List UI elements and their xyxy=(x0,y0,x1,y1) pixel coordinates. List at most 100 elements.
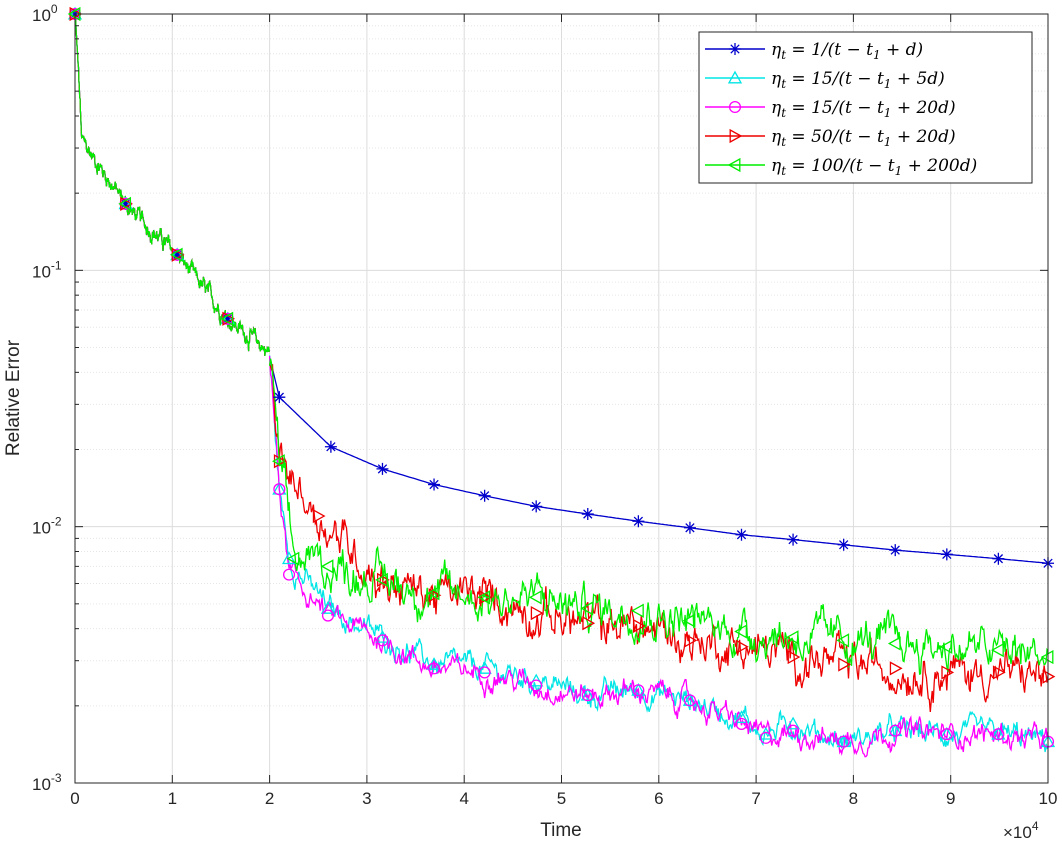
y-tick-label: 100 xyxy=(32,2,58,25)
triangle-right-marker xyxy=(312,508,326,524)
triangle-left-marker xyxy=(169,247,183,262)
triangle-left-marker xyxy=(836,633,850,648)
triangle-left-marker xyxy=(320,559,334,574)
star-marker xyxy=(729,43,741,55)
legend: ηt = 1/(t − t1 + d) ηt = 15/(t − t1 + 5d)… xyxy=(698,31,1033,184)
series-line-3 xyxy=(268,355,1049,758)
triangle-left-marker xyxy=(785,630,799,645)
series-line-2 xyxy=(268,355,1049,753)
star-marker xyxy=(837,538,850,551)
circle-marker xyxy=(735,717,748,730)
x-tick-label: 9 xyxy=(946,789,955,808)
triangle-left-marker xyxy=(477,590,491,605)
triangle-left-marker xyxy=(631,603,644,618)
circle-marker xyxy=(530,679,543,692)
triangle-right-marker xyxy=(729,128,743,144)
circle-marker xyxy=(321,609,335,622)
star-marker xyxy=(376,462,389,475)
triangle-left-marker xyxy=(939,639,953,654)
triangle-left-marker xyxy=(286,551,300,566)
circle-marker xyxy=(273,483,286,496)
axis-ticks: 0 1 2 3 4 5 6 7 8 9 10 100 10-1 10-2 10-3 xyxy=(32,2,1057,808)
x-exponent-base: ×10 xyxy=(1003,823,1032,842)
x-tick-label: 10 xyxy=(1039,789,1058,808)
triangle-left-marker xyxy=(991,642,1004,658)
legend-entry: ηt = 1/(t − t1 + d) xyxy=(771,40,923,62)
legend-entry: ηt = 15/(t − t1 + 20d) xyxy=(771,98,956,120)
triangle-left-marker xyxy=(271,454,285,469)
triangle-left-marker xyxy=(682,613,696,628)
triangle-left-marker xyxy=(1040,649,1054,665)
star-marker xyxy=(428,478,441,491)
series-line-5 xyxy=(268,358,1049,675)
circle-marker xyxy=(992,728,1005,741)
data-markers xyxy=(67,6,1056,748)
circle-marker xyxy=(376,634,389,647)
x-exponent-label: ×104 xyxy=(1003,819,1039,842)
x-tick-label: 8 xyxy=(849,789,858,808)
x-tick-label: 5 xyxy=(557,789,566,808)
triangle-left-marker xyxy=(220,311,234,326)
triangle-left-marker xyxy=(734,624,747,639)
data-series xyxy=(74,13,1049,758)
triangle-right-marker xyxy=(582,616,596,631)
circle-marker xyxy=(940,728,953,741)
triangle-up-marker xyxy=(281,551,297,565)
triangle-right-marker xyxy=(530,606,544,621)
triangle-up-marker xyxy=(320,601,336,614)
triangle-right-marker xyxy=(838,657,852,672)
circle-marker xyxy=(683,694,696,707)
x-exponent-power: 4 xyxy=(1032,819,1039,833)
x-tick-label: 4 xyxy=(459,789,468,808)
star-marker xyxy=(992,552,1005,565)
legend-entry: ηt = 100/(t − t1 + 200d) xyxy=(771,156,977,178)
star-marker xyxy=(632,515,645,528)
circle-marker xyxy=(728,100,742,114)
star-marker xyxy=(171,248,184,261)
y-tick-label: 10-1 xyxy=(32,258,62,281)
circle-marker xyxy=(581,689,594,702)
x-axis-label: Time xyxy=(540,820,582,841)
legend-entry: ηt = 15/(t − t1 + 5d) xyxy=(771,69,945,91)
x-tick-label: 3 xyxy=(362,789,371,808)
circle-marker xyxy=(283,568,296,581)
triangle-left-marker xyxy=(528,590,542,605)
star-marker xyxy=(273,391,286,404)
triangle-right-marker xyxy=(736,639,749,654)
x-tick-label: 7 xyxy=(751,789,760,808)
star-marker xyxy=(683,521,696,534)
triangle-right-marker xyxy=(992,665,1006,680)
x-tick-label: 6 xyxy=(654,789,663,808)
triangle-left-marker xyxy=(727,157,741,173)
y-axis-label: Relative Error xyxy=(3,339,24,456)
circle-marker xyxy=(759,731,772,744)
triangle-right-marker xyxy=(428,588,442,603)
y-tick-label: 10-3 xyxy=(32,771,62,794)
circle-marker xyxy=(427,662,441,675)
triangle-left-marker xyxy=(375,572,388,587)
x-tick-label: 0 xyxy=(70,789,79,808)
x-tick-label: 2 xyxy=(265,789,274,808)
star-marker xyxy=(735,528,748,541)
star-marker xyxy=(221,312,234,325)
triangle-left-marker xyxy=(118,196,132,211)
circle-marker xyxy=(889,724,902,737)
triangle-right-marker xyxy=(889,661,903,676)
triangle-right-marker xyxy=(941,665,955,680)
triangle-left-marker xyxy=(426,586,440,601)
star-marker xyxy=(787,533,800,546)
x-tick-label: 1 xyxy=(168,789,177,808)
triangle-right-marker xyxy=(632,618,646,634)
star-marker xyxy=(581,508,594,521)
legend-entry: ηt = 50/(t − t1 + 20d) xyxy=(771,127,956,149)
triangle-right-marker xyxy=(787,649,801,665)
y-tick-label: 10-2 xyxy=(32,515,62,538)
circle-marker xyxy=(787,724,800,737)
star-marker xyxy=(478,489,491,502)
triangle-up-marker xyxy=(375,630,390,643)
triangle-right-marker xyxy=(684,633,698,648)
triangle-up-marker xyxy=(785,716,801,730)
star-marker xyxy=(889,544,902,557)
circle-marker xyxy=(632,684,645,697)
